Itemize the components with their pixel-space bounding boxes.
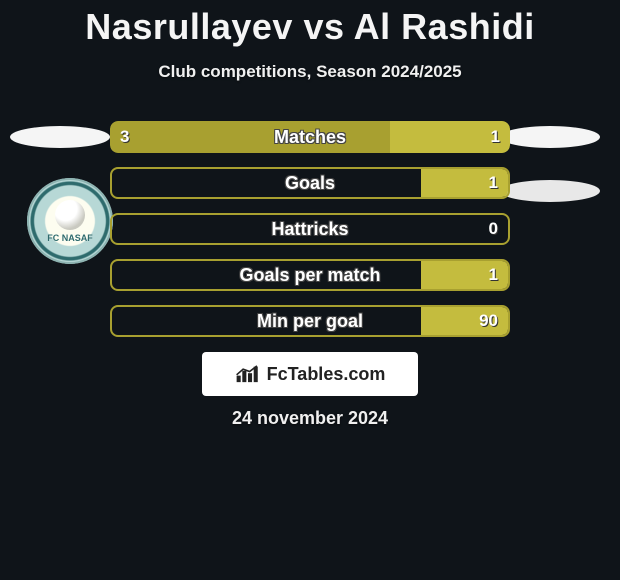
date-label: 24 november 2024 [0,408,620,429]
stat-row: Goals per match1 [110,259,510,291]
stat-label: Goals per match [112,261,508,289]
branding-badge: FcTables.com [202,352,418,396]
stat-label: Matches [110,121,510,153]
stat-label: Goals [112,169,508,197]
vs-label: vs [303,6,344,47]
page-title: Nasrullayev vs Al Rashidi [0,0,620,48]
club-badge-left: FC NASAF [27,178,113,264]
branding-text: FcTables.com [267,364,386,385]
stats-bars: Matches31Goals1Hattricks0Goals per match… [110,121,510,351]
player2-name: Al Rashidi [354,6,535,47]
country-flag-left-placeholder [10,126,110,148]
stat-value-left: 3 [120,121,129,153]
stat-value-right: 1 [489,169,498,197]
country-flag-right-placeholder [500,126,600,148]
club-badge-ball-icon [55,200,85,230]
root: Nasrullayev vs Al Rashidi Club competiti… [0,0,620,580]
stat-row: Hattricks0 [110,213,510,245]
stat-label: Min per goal [112,307,508,335]
stat-row: Matches3 1 [110,121,510,153]
stat-label: Hattricks [112,215,508,243]
bars-chart-icon [235,364,261,384]
stat-value-right: 90 [479,307,498,335]
club-badge-right-placeholder [500,180,600,202]
stat-row: Min per goal90 [110,305,510,337]
stat-value-right: 0 [489,215,498,243]
stat-value-right: 1 [489,261,498,289]
stat-value-right: 1 [491,121,500,153]
player1-name: Nasrullayev [85,6,293,47]
subtitle: Club competitions, Season 2024/2025 [0,62,620,82]
club-badge-text: FC NASAF [47,234,93,243]
stat-row: Goals1 [110,167,510,199]
